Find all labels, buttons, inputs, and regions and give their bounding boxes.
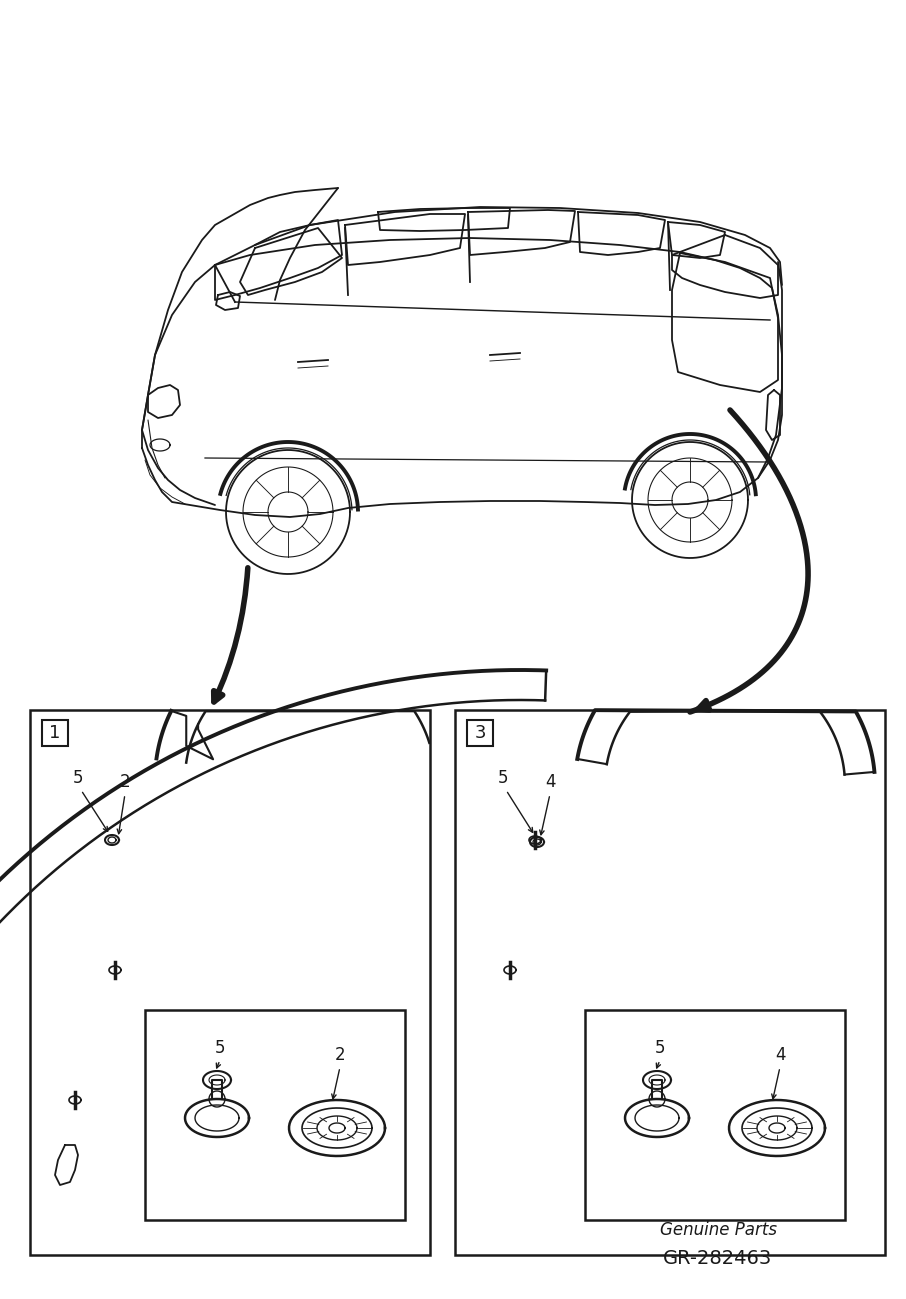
Bar: [42, 720, 68, 746]
Text: 4: 4: [775, 1046, 786, 1064]
Bar: [585, 1011, 845, 1220]
Bar: [467, 720, 493, 746]
Text: 5: 5: [72, 769, 83, 787]
Bar: [30, 711, 430, 1255]
Text: 4: 4: [545, 773, 555, 791]
Bar: [455, 711, 885, 1255]
Text: 1: 1: [49, 724, 61, 742]
Text: 3: 3: [474, 724, 486, 742]
Text: VOLVO: VOLVO: [651, 1181, 786, 1215]
Text: GR-282463: GR-282463: [663, 1248, 773, 1268]
Text: 5: 5: [497, 769, 508, 787]
Text: 2: 2: [120, 773, 130, 791]
Bar: [145, 1011, 405, 1220]
Text: 5: 5: [215, 1039, 226, 1057]
Text: 5: 5: [655, 1039, 665, 1057]
Text: 2: 2: [334, 1046, 345, 1064]
Text: Genuine Parts: Genuine Parts: [660, 1221, 776, 1239]
